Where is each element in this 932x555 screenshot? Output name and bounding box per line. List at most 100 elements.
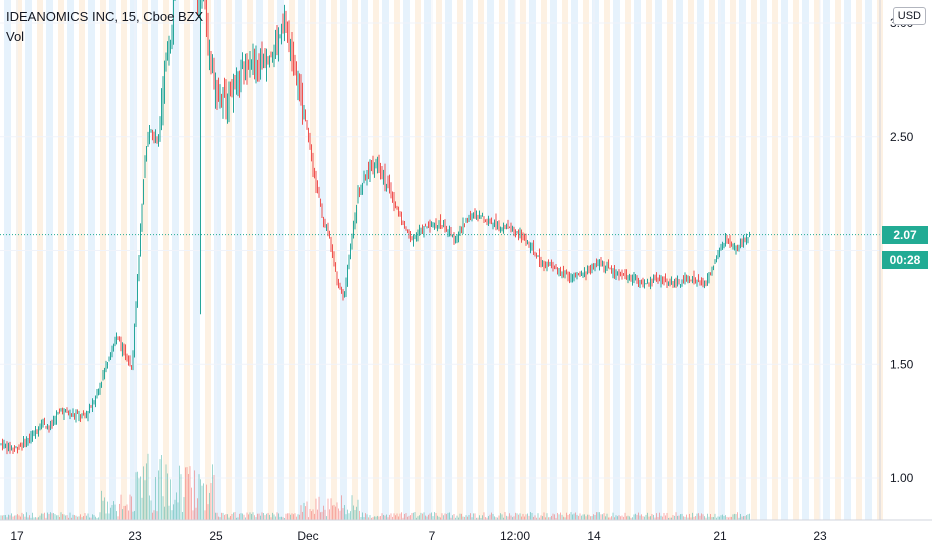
candle-body <box>450 228 452 234</box>
candle-body <box>108 358 110 362</box>
candle-body <box>308 127 309 141</box>
candle-body <box>6 446 8 449</box>
candle-body <box>675 279 677 283</box>
volume-bar <box>29 515 30 520</box>
session-band-premarket <box>46 0 53 520</box>
volume-bar <box>342 508 344 520</box>
volume-bar <box>306 501 308 520</box>
volume-bar <box>593 514 594 520</box>
candle-body <box>732 246 734 248</box>
volume-bar <box>560 512 561 520</box>
volume-bar <box>660 515 662 520</box>
candle-body <box>680 284 681 286</box>
candle-body <box>296 71 297 84</box>
candle-body <box>131 365 132 367</box>
candle-body <box>392 191 393 202</box>
candle-body <box>224 89 225 95</box>
candle-body <box>446 229 447 231</box>
volume-bar <box>356 506 357 520</box>
volume-bar <box>638 512 639 520</box>
volume-bar <box>302 511 303 520</box>
candle-body <box>594 263 596 271</box>
candle-body <box>584 271 585 274</box>
volume-bar <box>384 515 386 520</box>
candle-body <box>417 233 419 237</box>
volume-bar <box>338 508 339 520</box>
session-band-afterhours <box>667 0 673 520</box>
volume-bar <box>57 515 59 520</box>
volume-indicator-label[interactable]: Vol <box>6 29 25 44</box>
volume-bar <box>629 516 630 520</box>
volume-bar <box>155 477 156 520</box>
volume-bar <box>621 515 623 520</box>
candle-body <box>54 421 56 423</box>
price-tick-label: 2.50 <box>890 130 914 144</box>
volume-bar <box>723 516 725 520</box>
candle-body <box>309 136 311 148</box>
candle-body <box>531 247 533 249</box>
candle-body <box>128 360 129 363</box>
volume-bar <box>185 467 186 520</box>
volume-bar <box>102 500 104 520</box>
candle-body <box>302 93 303 112</box>
session-band-afterhours <box>415 0 421 520</box>
session-band-afterhours <box>772 0 778 520</box>
candle-body <box>230 89 231 97</box>
volume-bar <box>666 512 668 520</box>
volume-bar <box>525 514 527 520</box>
candle-body <box>546 265 548 270</box>
candle-body <box>147 137 149 147</box>
volume-bar <box>191 487 192 520</box>
volume-bar <box>125 505 126 520</box>
volume-bar <box>648 516 650 520</box>
candle-body <box>432 223 434 226</box>
candle-body <box>663 279 665 281</box>
candle-body <box>402 221 404 223</box>
currency-button[interactable]: USD <box>892 7 926 25</box>
volume-bar <box>27 517 29 520</box>
candle-body <box>393 198 395 204</box>
candle-body <box>552 265 554 268</box>
volume-bar <box>566 512 567 520</box>
volume-bar <box>516 513 518 520</box>
candle-body <box>369 166 371 177</box>
candle-body <box>356 206 357 216</box>
candle-body <box>560 268 561 274</box>
candle-body <box>114 341 116 346</box>
volume-bar <box>48 514 50 520</box>
candle-body <box>545 265 546 268</box>
candle-body <box>57 412 59 414</box>
candle-body <box>38 427 39 433</box>
session-band-afterhours <box>520 0 526 520</box>
candle-body <box>591 268 593 273</box>
candle-body <box>740 242 741 246</box>
candle-body <box>21 443 23 447</box>
candle-body <box>413 237 414 243</box>
volume-bar <box>422 513 423 520</box>
time-axis[interactable]: 17 23 25 Dec 7 12:00 14 21 23 <box>0 519 932 543</box>
candle-body <box>660 276 662 282</box>
volume-bar <box>30 517 32 520</box>
volume-bar <box>378 516 380 520</box>
symbol-title[interactable]: IDEANOMICS INC, 15, Cboe BZX <box>6 9 204 24</box>
volume-bar <box>407 516 408 520</box>
volume-bar <box>596 512 597 520</box>
candle-body <box>27 441 29 444</box>
candle-body <box>59 409 60 411</box>
session-band-premarket <box>403 0 410 520</box>
volume-bar <box>465 515 467 520</box>
volume-bar <box>545 517 546 520</box>
candle-body <box>498 221 500 228</box>
volume-bar <box>470 513 471 520</box>
candle-body <box>254 62 255 64</box>
candle-body <box>623 273 624 275</box>
volume-bar <box>701 513 702 520</box>
candle-body <box>497 224 498 228</box>
volume-bar <box>254 515 255 520</box>
volume-bar <box>531 512 533 520</box>
candle-body <box>300 85 302 91</box>
candle-body <box>603 265 605 268</box>
candle-body <box>416 234 417 237</box>
